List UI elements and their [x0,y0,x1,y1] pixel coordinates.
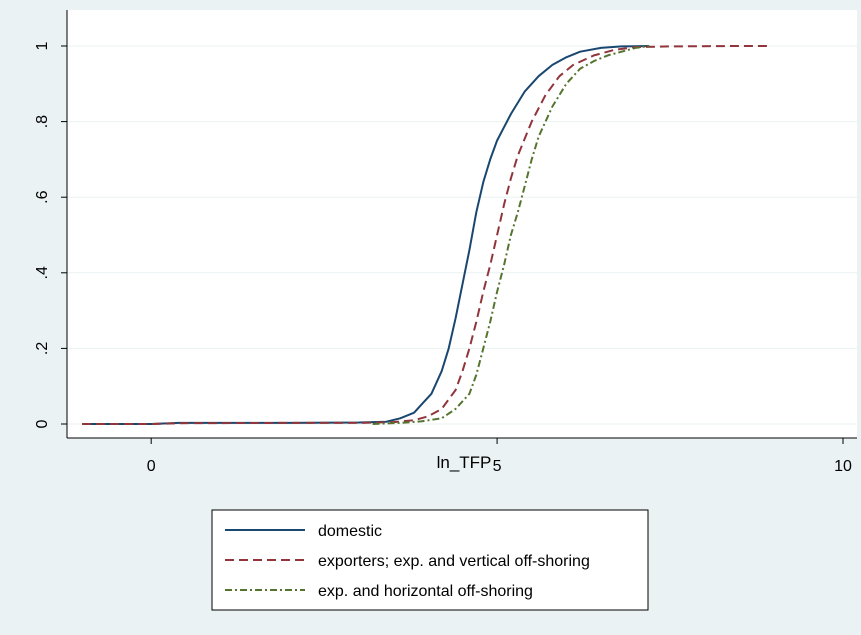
grid-lines [67,45,857,425]
x-tick-label: 0 [147,458,156,475]
series-line-exporters-exp-and-vertical-off-shoring [82,45,767,425]
legend-label: exp. and horizontal off-shoring [318,583,533,600]
y-tick-label: .2 [34,342,51,355]
x-axis-title: ln_TFP [437,453,492,472]
legend: domestic exporters; exp. and vertical off… [211,509,649,611]
y-tick-label: 1 [34,41,51,50]
x-tick-label: 10 [834,458,852,475]
legend-label: domestic [318,523,382,540]
legend-label: exporters; exp. and vertical off-shoring [318,553,590,570]
y-tick-label: .8 [34,115,51,128]
y-tick-label: .6 [34,190,51,203]
series-lines [82,45,767,425]
y-tick-label: .4 [34,266,51,279]
y-tick-label: 0 [34,419,51,428]
series-line-domestic [82,45,650,425]
x-tick-label: 5 [493,458,502,475]
axes: 0.2.4.6.810 5 10 [34,10,857,475]
series-line-exp-and-horizontal-off-shoring [372,45,650,425]
plot-area [67,10,857,438]
